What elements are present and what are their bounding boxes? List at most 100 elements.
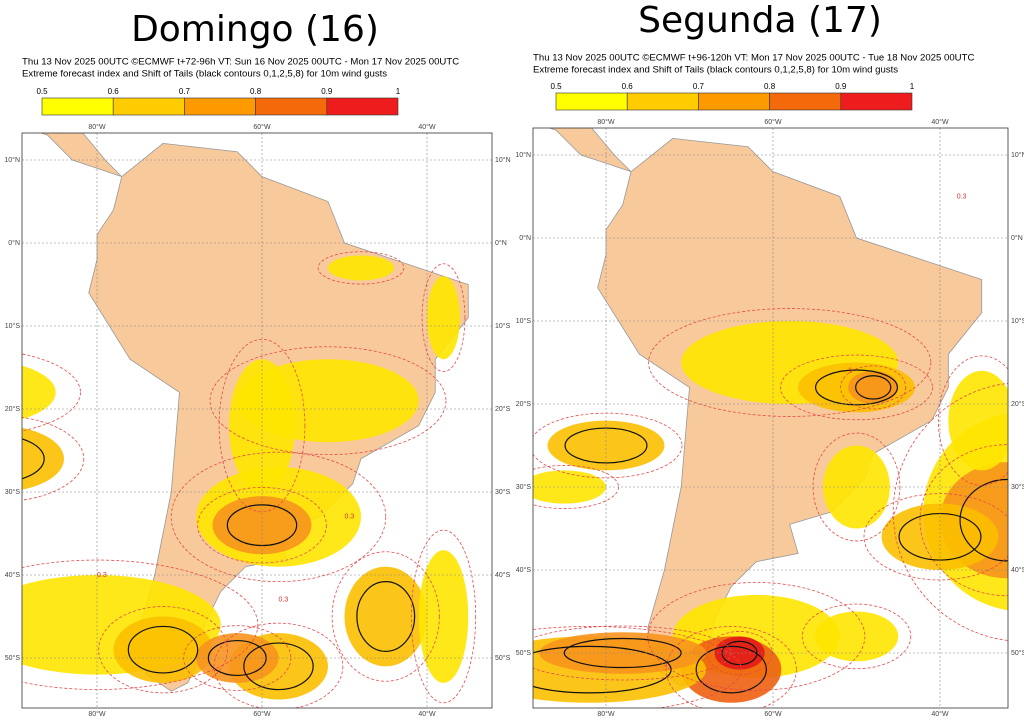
colorbar-swatch <box>555 92 628 111</box>
lat-label: 50°S <box>495 654 511 662</box>
map: 0.30.30.31 <box>533 128 1008 708</box>
efi-03-contour <box>648 308 932 417</box>
lat-label: 30°S <box>516 483 532 491</box>
contour-label: 0.3 <box>345 514 355 521</box>
efi-03-contour <box>22 353 81 432</box>
colorbar-swatch <box>769 92 842 111</box>
efi-03-contour <box>317 251 405 285</box>
colorbar-swatch <box>255 97 328 116</box>
lat-label: 40°S <box>495 571 511 579</box>
lat-label: 10°S <box>495 322 511 330</box>
panel-title: Domingo (16) <box>131 9 379 50</box>
lat-label: 0°N <box>495 239 507 247</box>
sot-contour <box>243 642 314 691</box>
lat-label: 20°S <box>495 405 511 413</box>
efi-03-contour <box>665 626 797 708</box>
lat-label: 10°N <box>1011 151 1024 159</box>
sot-contour <box>959 478 1008 562</box>
lat-label: 20°S <box>5 405 21 413</box>
colorbar-label: 0.6 <box>622 82 634 91</box>
lat-label: 50°S <box>1011 649 1024 657</box>
efi-03-contour <box>706 631 773 675</box>
lon-label: 60°W <box>764 710 782 718</box>
colorbar-swatch <box>41 97 114 116</box>
lat-label: 10°N <box>495 156 511 164</box>
lon-label: 80°W <box>597 710 615 718</box>
header-line: Thu 13 Nov 2025 00UTC ©ECMWF t+96-120h V… <box>533 53 974 64</box>
efi-area <box>418 550 469 683</box>
efi-03-contour <box>213 622 344 708</box>
efi-area <box>814 611 899 662</box>
efi-03-contour <box>533 625 732 681</box>
colorbar-swatch <box>184 97 256 116</box>
header-line: Thu 13 Nov 2025 00UTC ©ECMWF t+72-96h VT… <box>22 57 459 68</box>
lat-label: 0°N <box>1011 234 1023 242</box>
lon-label: 80°W <box>88 123 106 131</box>
header-line: Extreme forecast index and Shift of Tail… <box>22 69 387 80</box>
efi-03-contour <box>801 603 912 670</box>
lat-label: 0°N <box>519 234 531 242</box>
colorbar-label: 0.7 <box>179 87 191 96</box>
contour-label: 0.3 <box>97 572 107 579</box>
efi-area <box>823 445 890 529</box>
lat-label: 10°N <box>515 151 531 159</box>
panel-title: Segunda (17) <box>638 0 882 41</box>
efi-03-contour <box>209 346 447 456</box>
efi-03-contour <box>840 365 907 410</box>
efi-03-contour <box>812 432 901 542</box>
lat-label: 50°S <box>5 654 21 662</box>
sot-contour <box>855 375 892 400</box>
efi-area <box>948 370 1008 471</box>
lon-label: 40°W <box>418 123 436 131</box>
sot-contour <box>22 438 45 480</box>
colorbar-label: 1 <box>910 82 915 91</box>
lat-label: 30°S <box>1011 483 1024 491</box>
colorbar-label: 0.5 <box>550 82 562 91</box>
lat-label: 30°S <box>5 488 21 496</box>
colorbar-label: 0.5 <box>36 87 48 96</box>
sot-contour <box>533 645 672 694</box>
lon-label: 60°W <box>253 123 271 131</box>
colorbar-label: 0.8 <box>250 87 262 96</box>
colorbar-label: 0.9 <box>321 87 333 96</box>
sot-contour <box>814 369 899 406</box>
efi-03-contour <box>919 444 1008 597</box>
contour-label: 1 <box>848 368 852 375</box>
lon-label: 40°W <box>418 710 436 718</box>
lat-label: 0°N <box>8 239 20 247</box>
map-frame <box>21 132 493 709</box>
colorbar-swatch <box>626 92 699 111</box>
lon-label: 80°W <box>88 710 106 718</box>
lon-label: 60°W <box>764 118 782 126</box>
efi-03-contour <box>533 626 742 708</box>
lat-label: 10°S <box>516 317 532 325</box>
efi-03-contour <box>331 551 440 682</box>
colorbar-swatch <box>112 97 185 116</box>
efi-03-contour <box>410 529 477 704</box>
lat-label: 10°S <box>5 322 21 330</box>
lat-label: 40°S <box>1011 566 1024 574</box>
map: 0.3 0.3 0.3 <box>22 133 492 708</box>
colorbar-swatch <box>698 92 770 111</box>
lat-label: 50°S <box>516 649 532 657</box>
efi-03-contour <box>937 355 1008 486</box>
efi-03-contour <box>22 416 85 501</box>
efi-03-contour <box>170 451 387 583</box>
lat-label: 20°S <box>516 400 532 408</box>
colorbar-label: 0.6 <box>108 87 120 96</box>
colorbar-label: 0.8 <box>764 82 776 91</box>
efi-area <box>328 255 394 281</box>
lat-label: 30°S <box>495 488 511 496</box>
efi-03-contour <box>780 354 933 421</box>
lon-label: 40°W <box>931 118 949 126</box>
lat-label: 40°S <box>516 566 532 574</box>
efi-area <box>427 276 460 360</box>
sot-contour <box>356 581 416 652</box>
lat-label: 20°S <box>1011 400 1024 408</box>
colorbar-swatch <box>840 92 913 111</box>
sot-contour <box>127 625 199 674</box>
efi-area <box>22 365 56 420</box>
efi-03-contour <box>892 382 1008 641</box>
header-line: Extreme forecast index and Shift of Tail… <box>533 65 898 76</box>
